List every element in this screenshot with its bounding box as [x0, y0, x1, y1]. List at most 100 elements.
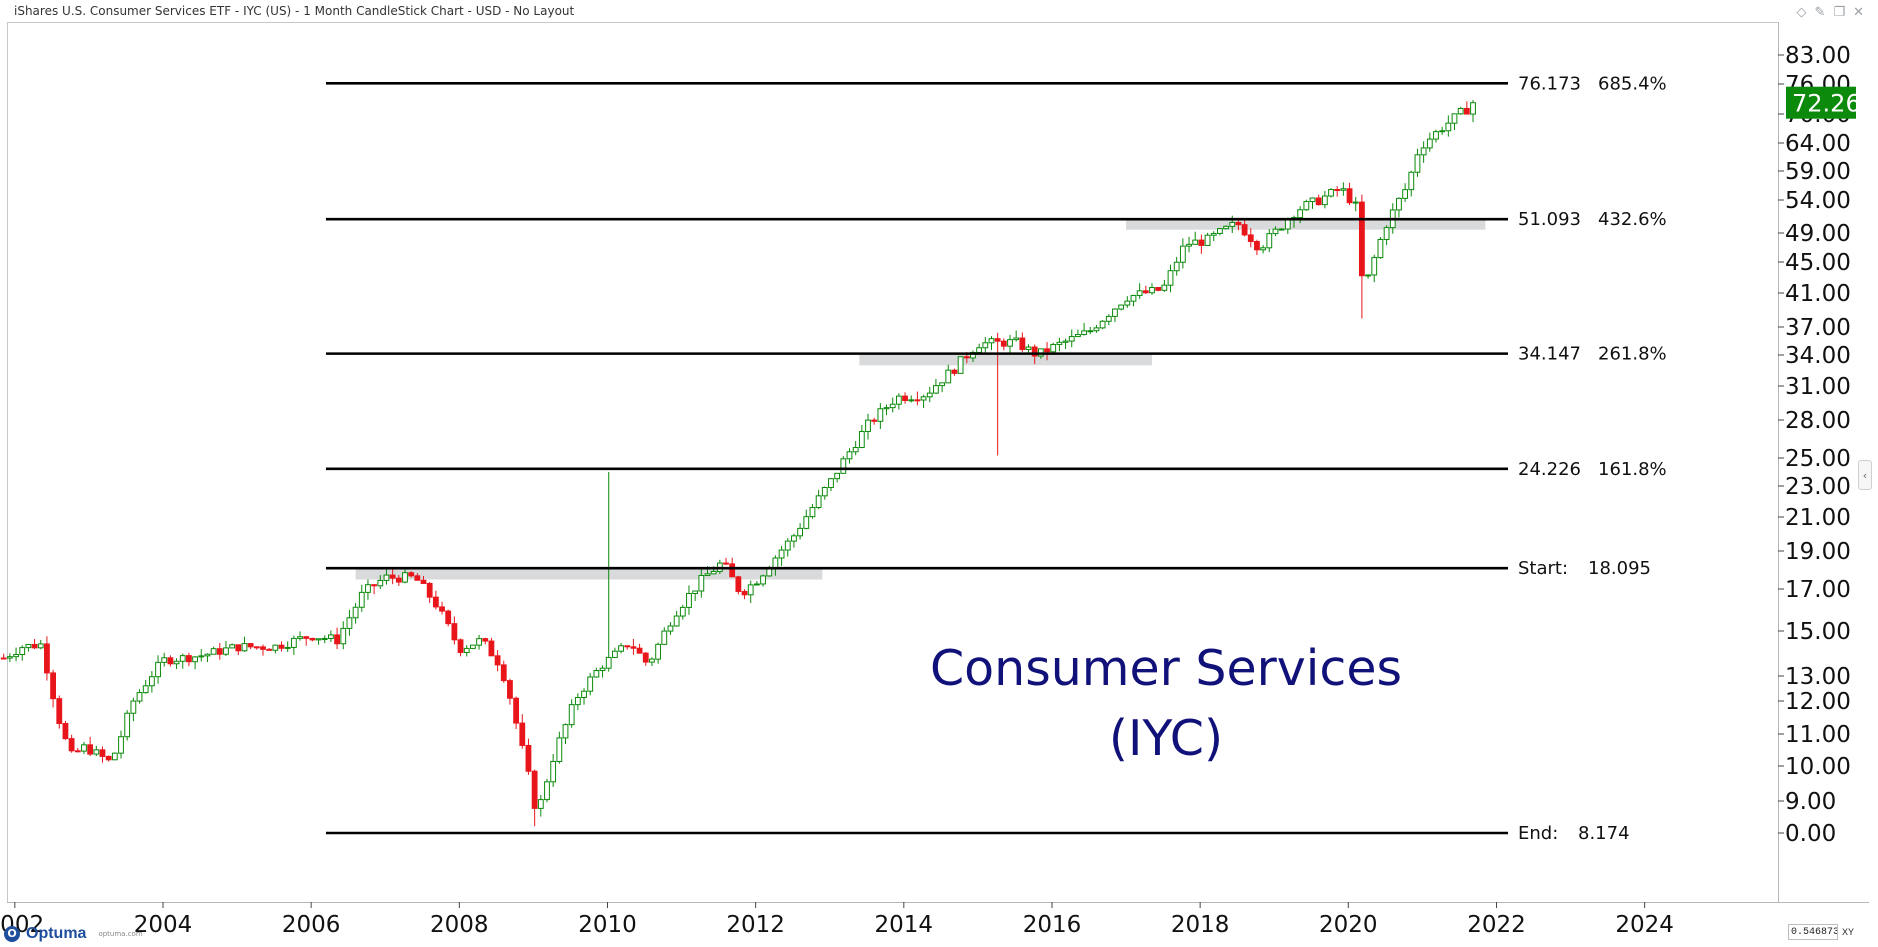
plot-frame[interactable]	[7, 22, 1778, 902]
candle-body	[377, 579, 384, 587]
year-tick-label: 2004	[134, 912, 193, 938]
price-tick-label: 10.00	[1785, 754, 1851, 780]
candle-body	[883, 407, 890, 410]
candle-body	[741, 590, 748, 596]
restore-icon[interactable]: ❐	[1833, 5, 1846, 20]
candle-body	[408, 572, 415, 577]
candle-body	[525, 744, 532, 772]
support-zone-0	[355, 568, 823, 580]
candle-body	[871, 419, 878, 422]
candle-body	[673, 615, 680, 627]
candle-body	[1402, 189, 1409, 199]
candle-body	[1470, 102, 1476, 115]
candle-body	[698, 575, 705, 592]
candle-body	[74, 750, 81, 753]
candle-body	[155, 661, 161, 678]
candle-body	[1340, 188, 1347, 191]
candle-body	[1321, 195, 1328, 206]
candle-body	[1124, 300, 1131, 306]
candle-body	[1130, 294, 1137, 302]
candle-body	[247, 643, 254, 648]
coordinate-readout[interactable]: 0.5468730	[1788, 924, 1838, 940]
price-axis-separator	[1778, 22, 1779, 902]
candle-body	[519, 722, 526, 746]
candle-body	[309, 637, 316, 641]
candle-body	[957, 356, 964, 374]
candle-body	[982, 342, 989, 349]
candle-body	[334, 634, 340, 645]
candle-body	[809, 507, 816, 518]
candle-body	[365, 584, 371, 593]
link-icon[interactable]: ◇	[1796, 5, 1807, 20]
price-tick-label: 9.00	[1785, 789, 1836, 815]
candle-body	[1000, 340, 1007, 347]
coordinate-mode-toggle[interactable]: XY	[1842, 927, 1855, 937]
candle-body	[1087, 330, 1094, 333]
candle-body	[1463, 107, 1470, 115]
candle-body	[148, 676, 155, 687]
candle-body	[223, 647, 229, 655]
close-icon[interactable]: ✕	[1853, 5, 1864, 20]
level-value-4: 18.095	[1588, 558, 1651, 579]
candle-body	[19, 647, 26, 656]
candle-body	[933, 385, 939, 394]
candle-body	[1161, 284, 1168, 291]
price-tick-label: 59.00	[1785, 159, 1851, 185]
candle-body	[1105, 315, 1112, 322]
candle-body	[500, 664, 507, 682]
candle-body	[858, 431, 865, 448]
candle-body	[352, 606, 359, 619]
candle-body	[562, 724, 569, 739]
candle-body	[1210, 232, 1217, 236]
candle-body	[1445, 122, 1452, 132]
candle-body	[1371, 257, 1378, 276]
candle-body	[1426, 138, 1433, 149]
candle-body	[290, 637, 297, 648]
candle-body	[358, 591, 365, 608]
candle-body	[642, 652, 649, 663]
candle-body	[37, 643, 44, 649]
candle-body	[865, 419, 871, 433]
year-tick-label: 2014	[875, 912, 934, 938]
candle-body	[272, 644, 279, 651]
candle-body	[1315, 197, 1322, 206]
candle-body	[574, 697, 581, 706]
candle-body	[834, 472, 841, 480]
support-zone-2	[1126, 219, 1486, 230]
candle-body	[1457, 107, 1464, 115]
candle-body	[1414, 154, 1421, 173]
candle-body	[81, 744, 87, 752]
price-tick-label: 37.00	[1785, 315, 1851, 341]
collapse-panel-handle[interactable]: ‹	[1858, 460, 1872, 490]
candle-body	[62, 722, 69, 740]
candle-body	[93, 749, 100, 755]
candle-body	[402, 572, 408, 583]
candle-body	[815, 495, 822, 509]
candle-body	[1081, 330, 1087, 336]
time-axis-separator	[7, 902, 1869, 903]
candle-body	[1142, 290, 1149, 294]
candle-body	[488, 640, 495, 657]
candle-body	[1272, 228, 1279, 235]
candle-body	[1284, 219, 1291, 230]
candle-body	[445, 610, 452, 625]
chart-subtitle: (IYC)	[1109, 710, 1223, 767]
candle-body	[778, 549, 785, 559]
candle-body	[908, 399, 915, 402]
candle-body	[624, 645, 631, 648]
candle-body	[587, 676, 594, 692]
level-value-3: 161.8%	[1598, 459, 1667, 480]
candle-body	[303, 636, 310, 639]
candle-body	[1266, 233, 1273, 249]
candle-body	[994, 338, 1001, 342]
candle-body	[945, 369, 952, 384]
pin-icon[interactable]: ✎	[1814, 5, 1826, 20]
candle-body	[976, 347, 983, 353]
price-tick-label: 21.00	[1785, 505, 1851, 531]
candle-body	[278, 644, 285, 649]
candle-body	[1309, 197, 1316, 203]
candle-body	[686, 593, 692, 608]
candle-body	[1223, 225, 1229, 230]
candle-body	[476, 638, 482, 646]
